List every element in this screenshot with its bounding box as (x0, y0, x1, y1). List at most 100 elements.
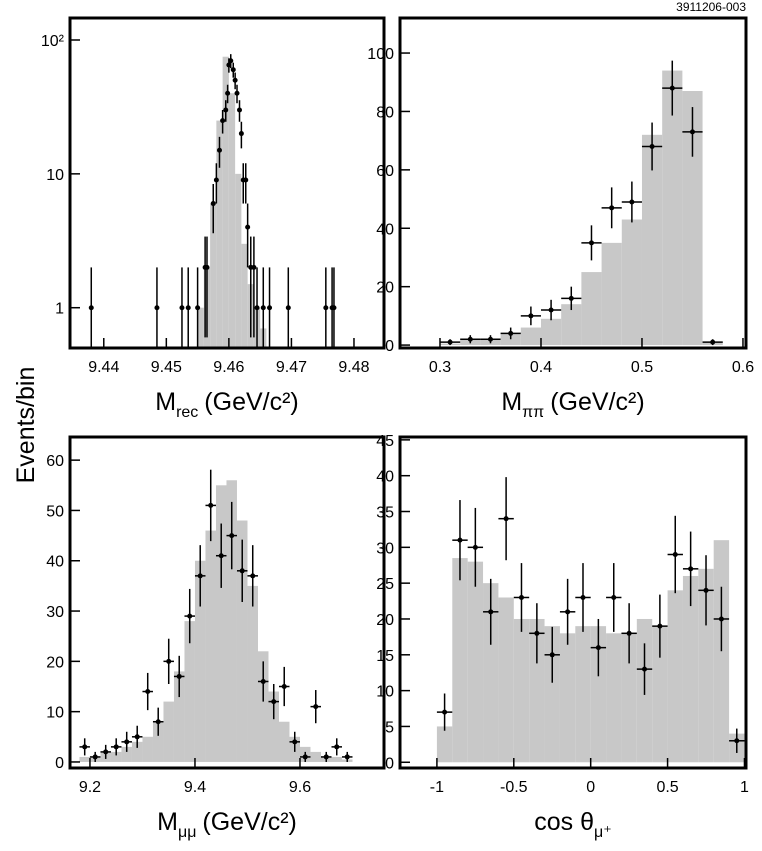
y-tick-label: 0 (385, 755, 394, 772)
label-unit: (GeV/c²) (202, 808, 296, 836)
data-point (672, 551, 678, 557)
histogram-bar (682, 575, 699, 763)
data-point (237, 107, 243, 113)
data-point (548, 307, 554, 313)
histogram-bar (184, 621, 195, 762)
histogram-bar (540, 318, 562, 346)
data-point (271, 699, 277, 705)
histogram-bar (131, 741, 143, 762)
histogram-bar (79, 756, 90, 762)
label-unit: (GeV/c²) (204, 388, 298, 416)
panel (79, 469, 353, 762)
label-symbol: cos θ (534, 808, 594, 836)
frame (398, 435, 748, 770)
data-point (251, 264, 257, 270)
histogram-bar (121, 746, 132, 762)
panel (88, 54, 337, 348)
x-tick-label: 9.48 (338, 359, 369, 376)
y-tick-label: 45 (376, 433, 394, 450)
x-tick-label: 9.46 (213, 359, 244, 376)
data-point (155, 719, 161, 725)
data-point (250, 573, 256, 579)
histogram-bar (228, 93, 236, 348)
x-tick-label: 9.45 (151, 359, 182, 376)
label-subscript: rec (176, 404, 198, 421)
label-subscript: μ⁺ (594, 824, 612, 841)
data-point (176, 673, 182, 679)
data-point (243, 177, 249, 183)
data-point (649, 143, 655, 149)
x-tick-label: -1 (430, 779, 444, 796)
data-point (197, 573, 203, 579)
histogram-bar (467, 561, 484, 763)
y-tick-label: 1 (55, 301, 64, 318)
x-axis-label: Mμμ (GeV/c²) (157, 808, 297, 841)
histogram-bar (498, 597, 514, 763)
histogram-bar (222, 56, 229, 348)
y-tick-label: 10² (41, 33, 65, 50)
histogram-bar (559, 633, 576, 763)
histogram-bar (216, 120, 223, 348)
frame (68, 16, 386, 350)
data-point (488, 609, 494, 615)
histogram-bar (142, 736, 153, 762)
label-unit: (GeV/c²) (550, 388, 644, 416)
data-point (528, 313, 534, 319)
histogram-bar (226, 480, 237, 762)
data-point (323, 754, 329, 760)
x-tick-label: 0.4 (530, 359, 552, 376)
y-tick-label: 30 (376, 540, 394, 557)
data-point (331, 305, 337, 311)
x-axis-label: cos θμ⁺ (534, 808, 611, 841)
data-point (154, 305, 160, 311)
data-point (457, 537, 463, 543)
label-subscript: μμ (178, 824, 196, 841)
panel (436, 477, 745, 763)
frame (68, 435, 386, 770)
data-point (626, 630, 632, 636)
y-tick-label: 35 (376, 505, 394, 522)
histogram-bar (310, 751, 321, 762)
histogram-bar (173, 671, 185, 762)
histogram-bar (581, 272, 602, 346)
panel (439, 60, 723, 346)
y-tick-label: 50 (46, 503, 64, 520)
y-tick-label: 0 (385, 338, 394, 355)
x-axis-label: Mrec (GeV/c²) (155, 388, 299, 421)
histogram-bar (621, 633, 637, 763)
histogram-bar (194, 560, 206, 762)
histogram-bar (235, 173, 242, 348)
data-point (218, 553, 224, 559)
x-tick-label: 9.2 (79, 779, 101, 796)
y-tick-label: 25 (376, 576, 394, 593)
y-tick-label: 60 (46, 453, 64, 470)
data-point (734, 738, 740, 744)
histogram-bar (621, 219, 642, 346)
data-point (642, 666, 648, 672)
y-tick-label: 0 (55, 755, 64, 772)
histogram-bar (520, 327, 541, 346)
y-tick-label: 15 (376, 648, 394, 665)
x-tick-label: -0.5 (500, 779, 528, 796)
histogram-bar (606, 633, 622, 763)
data-point (518, 594, 524, 600)
data-point (230, 67, 236, 73)
data-point (565, 609, 571, 615)
data-point (166, 658, 172, 664)
x-tick-label: 9.44 (88, 359, 119, 376)
data-point (228, 58, 234, 64)
data-point (508, 330, 514, 336)
data-point (239, 568, 245, 574)
data-point (285, 305, 291, 311)
histogram-bar (241, 243, 248, 348)
histogram-bar (210, 203, 217, 348)
data-point (503, 516, 509, 522)
label-symbol: M (501, 388, 522, 416)
data-point (472, 544, 478, 550)
label-subscript: ππ (522, 404, 544, 421)
histogram-bar (652, 626, 668, 763)
data-point (134, 734, 140, 740)
data-point (595, 645, 601, 651)
data-point (611, 594, 617, 600)
